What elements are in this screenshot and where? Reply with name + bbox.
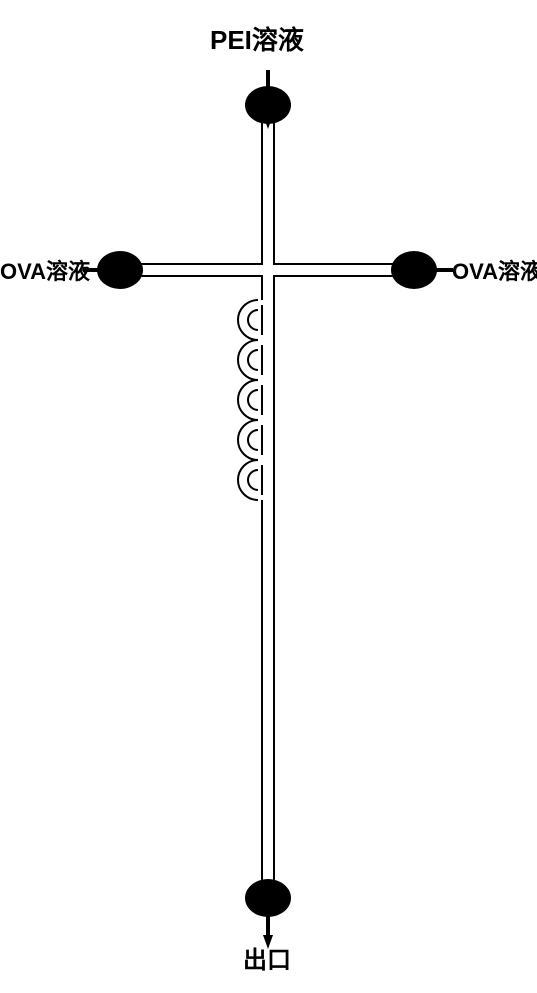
label-left: OVA溶液 xyxy=(0,254,90,286)
label-bottom: 出口 xyxy=(243,940,291,975)
mixer-gap xyxy=(263,340,273,380)
mixer-loop-inner xyxy=(248,470,258,490)
mixer-gap xyxy=(263,420,273,460)
channel-cross xyxy=(120,105,414,898)
mixer-gap xyxy=(263,380,273,420)
microfluidic-diagram: PEI溶液 OVA溶液 OVA溶液 出口 xyxy=(0,0,537,993)
mixer-loop-inner xyxy=(248,310,258,330)
label-right: OVA溶液 xyxy=(452,254,537,286)
channel-svg xyxy=(0,0,537,993)
mixer-gap xyxy=(263,300,273,340)
mixer-loop-inner xyxy=(248,430,258,450)
mixer-loop-inner xyxy=(248,350,258,370)
label-top: PEI溶液 xyxy=(210,20,304,57)
mixer-loop-inner xyxy=(248,390,258,410)
mixer-gap xyxy=(263,460,273,500)
